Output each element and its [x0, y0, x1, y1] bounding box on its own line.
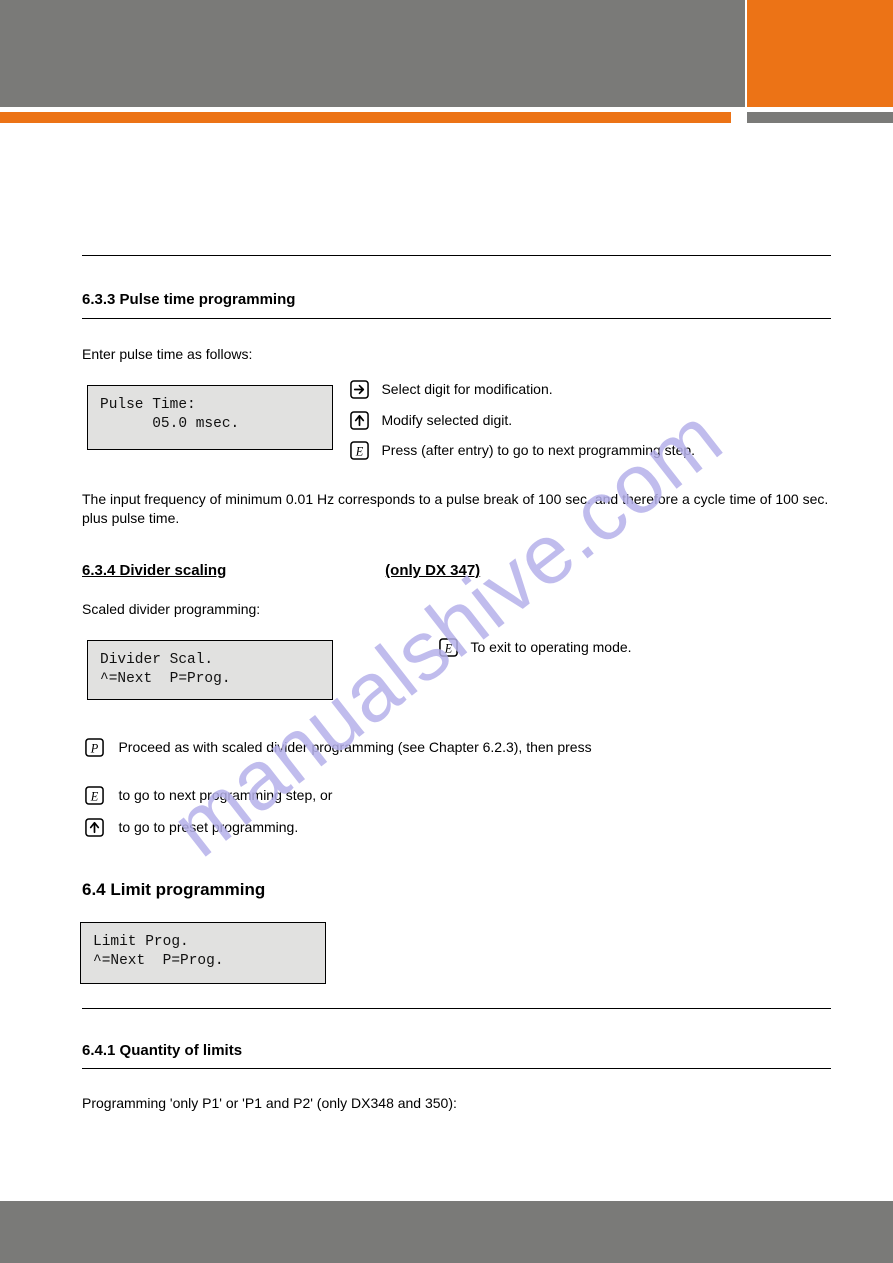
divider-line — [82, 318, 831, 319]
lcd-line: ^=Next P=Prog. — [93, 953, 224, 969]
header-grey-line — [747, 112, 893, 123]
svg-text:P: P — [90, 742, 99, 756]
svg-text:E: E — [90, 790, 99, 804]
lcd-line: ^=Next P=Prog. — [100, 671, 231, 687]
p-key-icon: P — [85, 738, 104, 757]
lcd-line: 05.0 msec. — [100, 416, 239, 432]
e-key-icon: E — [439, 638, 458, 657]
intro-text: Enter pulse time as follows: — [82, 345, 252, 364]
section-heading-6-4: 6.4 Limit programming — [82, 880, 265, 900]
lcd-line: Limit Prog. — [93, 934, 189, 950]
arrow-up-icon — [85, 818, 104, 837]
section-title-6-4-1: 6.4.1 Quantity of limits — [82, 1024, 242, 1077]
key-desc: to go to next programming step, or — [118, 787, 332, 803]
intro-text: Scaled divider programming: — [82, 600, 260, 619]
divider-line — [82, 1068, 831, 1069]
divider-line — [82, 1008, 831, 1009]
arrow-right-icon — [350, 380, 369, 399]
key-desc: Proceed as with scaled divider programmi… — [118, 739, 591, 755]
svg-text:E: E — [444, 642, 453, 656]
section-subtitle-only-dx347: (only DX 347) — [385, 562, 480, 579]
note-text: The input frequency of minimum 0.01 Hz c… — [82, 490, 831, 528]
header-orange-line — [0, 112, 731, 123]
key-desc: Press (after entry) to go to next progra… — [381, 442, 695, 458]
lcd-line: Divider Scal. — [100, 652, 213, 668]
lcd-pulse-time: Pulse Time: 05.0 msec. — [87, 385, 333, 450]
lcd-divider-scal: Divider Scal. ^=Next P=Prog. — [87, 640, 333, 700]
arrow-up-icon — [350, 411, 369, 430]
key-desc: Select digit for modification. — [381, 381, 552, 397]
section-title-6-3-4: 6.3.4 Divider scaling — [82, 562, 226, 579]
header-orange-block — [747, 0, 893, 107]
key-desc: To exit to operating mode. — [470, 639, 631, 655]
footer-grey-block — [0, 1201, 893, 1263]
body-text: Programming 'only P1' or 'P1 and P2' (on… — [82, 1094, 457, 1113]
key-desc: to go to preset programming. — [118, 819, 298, 835]
svg-text:E: E — [355, 445, 364, 459]
divider-line — [82, 255, 831, 256]
key-desc: Modify selected digit. — [381, 412, 512, 428]
header-grey-block — [0, 0, 745, 107]
lcd-limit-prog: Limit Prog. ^=Next P=Prog. — [80, 922, 326, 984]
e-key-icon: E — [350, 441, 369, 460]
e-key-icon: E — [85, 786, 104, 805]
lcd-line: Pulse Time: — [100, 397, 196, 413]
